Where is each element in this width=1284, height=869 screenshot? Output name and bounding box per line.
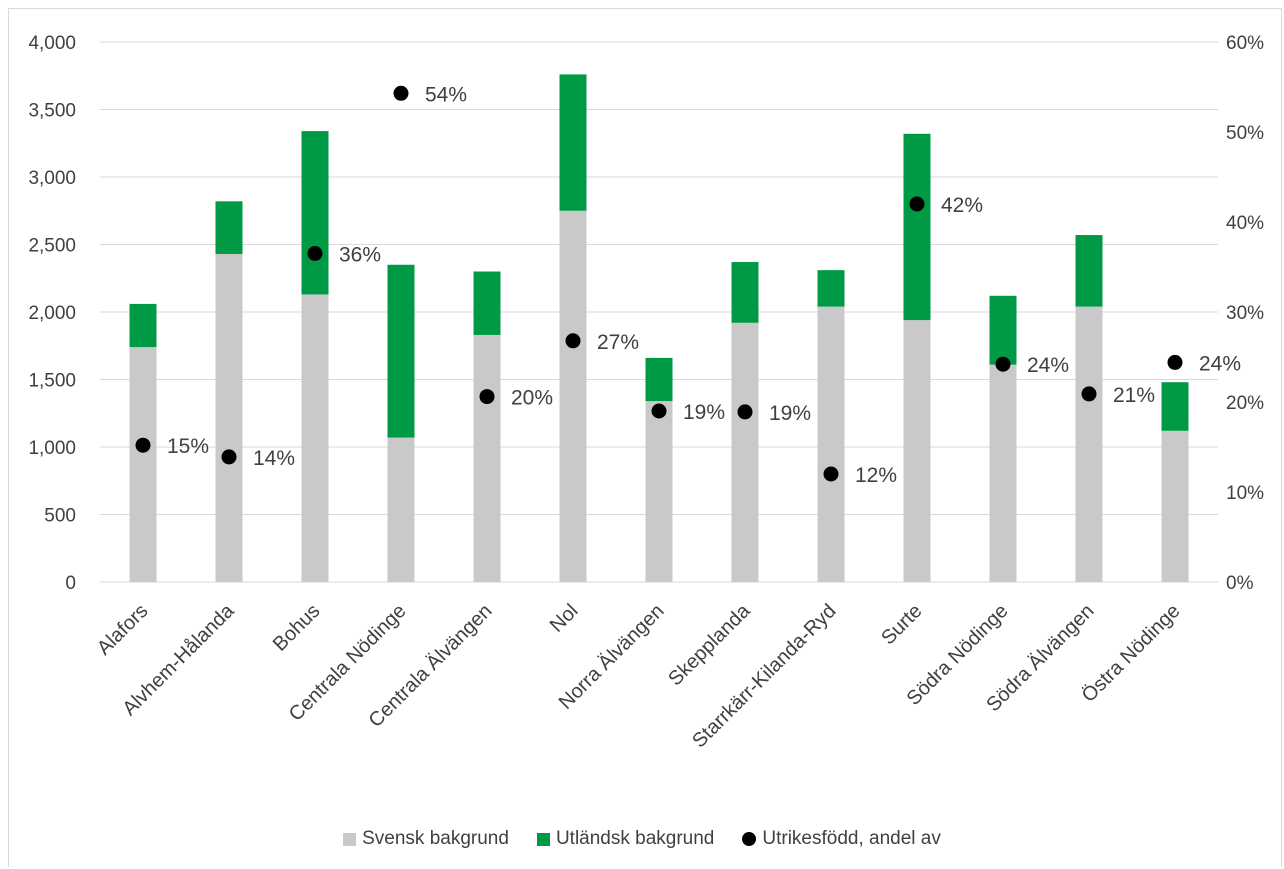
bar-utlandsk (215, 201, 243, 254)
bar-utlandsk (1075, 235, 1103, 307)
y-left-tick-label: 1,000 (28, 438, 76, 459)
data-label: 19% (769, 402, 811, 425)
x-tick-label: Nol (546, 600, 583, 637)
bar-svensk (559, 210, 587, 582)
point-utrikesfodd (1081, 386, 1097, 402)
bar-utlandsk (301, 131, 329, 295)
data-label: 15% (167, 435, 209, 458)
data-label: 14% (253, 447, 295, 470)
y-right-tick-label: 60% (1226, 33, 1264, 54)
bar-utlandsk (817, 270, 845, 307)
legend-label-svensk: Svensk bakgrund (362, 828, 509, 849)
data-label: 21% (1113, 384, 1155, 407)
point-utrikesfodd (823, 466, 839, 482)
data-label: 42% (941, 194, 983, 217)
bar-svensk (817, 306, 845, 582)
bar-utlandsk (989, 295, 1017, 365)
data-label: 20% (511, 387, 553, 410)
x-tick-label: Alafors (93, 600, 153, 660)
point-utrikesfodd (221, 449, 237, 465)
point-utrikesfodd (651, 403, 667, 419)
bar-utlandsk (645, 357, 673, 402)
data-label: 24% (1199, 352, 1241, 375)
y-right-tick-label: 40% (1226, 213, 1264, 234)
bar-utlandsk (731, 262, 759, 323)
point-utrikesfodd (307, 246, 323, 261)
legend-item-svensk: Svensk bakgrund (343, 828, 509, 850)
point-utrikesfodd (565, 333, 581, 349)
legend-swatch-svensk (343, 832, 357, 846)
legend-label-utlandsk: Utländsk bakgrund (555, 828, 715, 849)
legend-marker-utrikesfodd (742, 832, 757, 846)
legend-item-utlandsk: Utländsk bakgrund (536, 828, 715, 850)
data-label: 27% (597, 331, 639, 354)
data-label: 36% (339, 244, 381, 267)
legend: Svensk bakgrund Utländsk bakgrund Utrike… (0, 828, 1284, 850)
legend-label-utrikesfodd: Utrikesfödd, andel av (762, 828, 941, 849)
data-label: 12% (855, 464, 897, 487)
y-left-tick-label: 0 (65, 573, 76, 594)
y-right-tick-label: 20% (1226, 393, 1264, 414)
y-left-tick-label: 1,500 (28, 371, 76, 392)
bar-utlandsk (559, 74, 587, 211)
bar-svensk (215, 253, 243, 582)
bar-svensk (903, 320, 931, 582)
bar-utlandsk (387, 264, 415, 438)
y-right-tick-label: 50% (1226, 123, 1264, 144)
point-utrikesfodd (737, 404, 753, 420)
legend-swatch-utlandsk (536, 832, 550, 846)
y-left-tick-label: 3,500 (28, 101, 76, 122)
legend-item-utrikesfodd: Utrikesfödd, andel av (742, 828, 941, 850)
x-tick-label: Bohus (269, 600, 325, 656)
bar-svensk (645, 401, 673, 582)
bar-svensk (989, 364, 1017, 582)
bar-utlandsk (129, 303, 157, 348)
y-left-tick-label: 500 (44, 506, 76, 527)
bar-svensk (731, 322, 759, 582)
x-tick-label: Surte (877, 600, 926, 649)
y-left-tick-label: 2,000 (28, 303, 76, 324)
y-right-tick-label: 10% (1226, 483, 1264, 504)
bar-utlandsk (903, 133, 931, 321)
bar-utlandsk (473, 271, 501, 335)
y-right-tick-label: 0% (1226, 573, 1254, 594)
data-label: 19% (683, 401, 725, 424)
y-right-tick-label: 30% (1226, 303, 1264, 324)
x-tick-label: Starrkärr-Kilanda-Ryd (688, 600, 840, 752)
point-utrikesfodd (479, 389, 495, 405)
point-utrikesfodd (393, 85, 409, 101)
bar-svensk (1161, 430, 1189, 582)
bar-utlandsk (1161, 382, 1189, 431)
bar-svensk (387, 437, 415, 582)
y-left-tick-label: 4,000 (28, 33, 76, 54)
x-tick-label: Skepplanda (664, 599, 755, 690)
chart-frame (8, 8, 1282, 867)
bar-svensk (1075, 306, 1103, 582)
point-utrikesfodd (995, 356, 1011, 372)
y-left-tick-label: 2,500 (28, 236, 76, 257)
y-left-tick-label: 3,000 (28, 168, 76, 189)
bar-svensk (473, 334, 501, 582)
point-utrikesfodd (909, 196, 925, 212)
bar-svensk (301, 294, 329, 582)
bar-svensk (129, 347, 157, 582)
data-label: 24% (1027, 354, 1069, 377)
data-label: 54% (425, 83, 467, 106)
point-utrikesfodd (1167, 354, 1183, 370)
point-utrikesfodd (135, 437, 151, 453)
